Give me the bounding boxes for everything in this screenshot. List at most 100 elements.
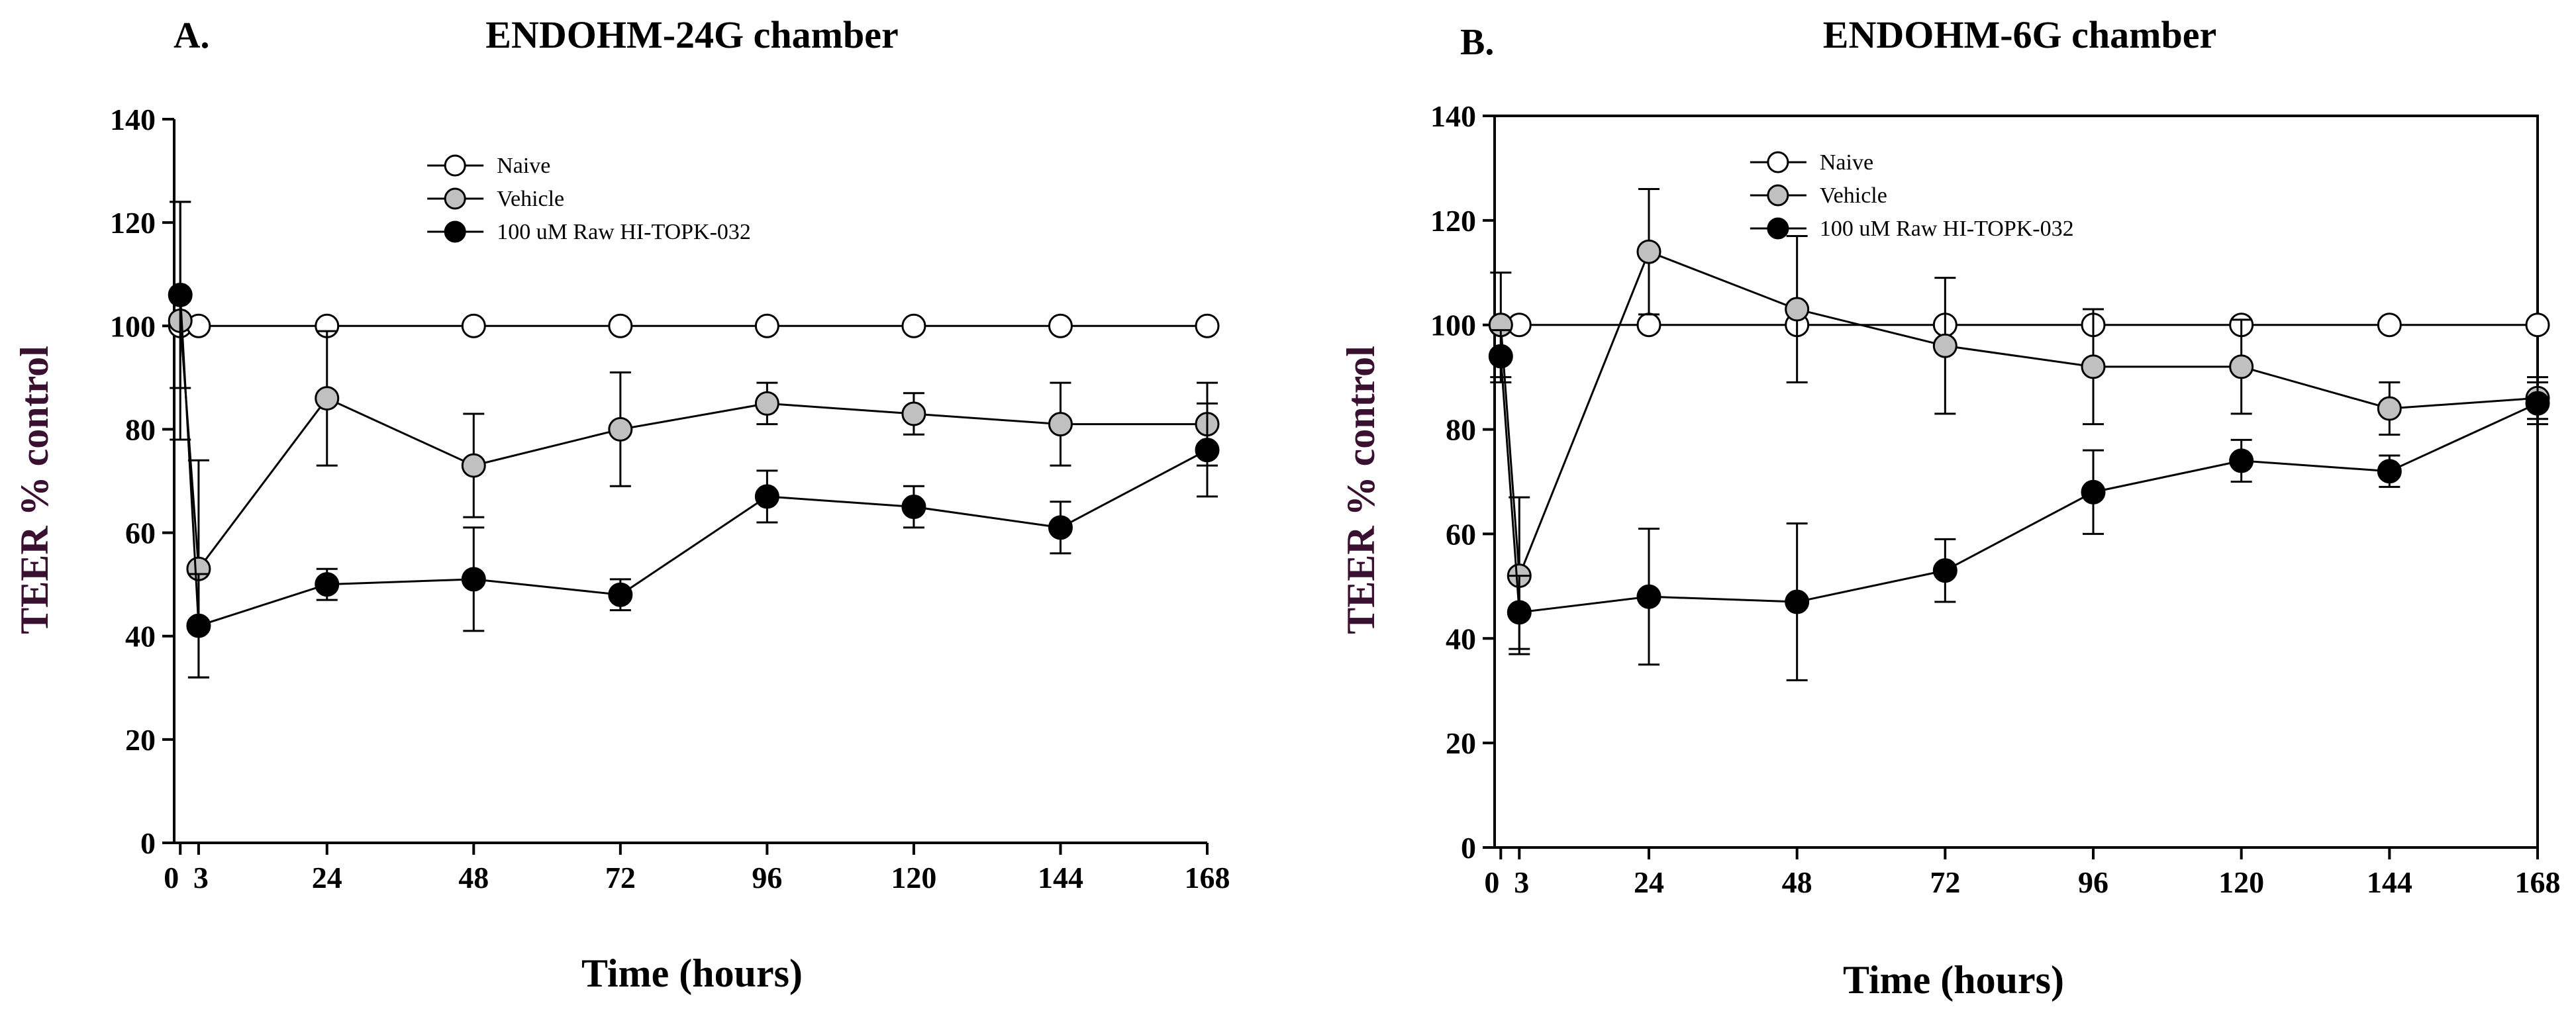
panel-b-y-tick-label: 0 <box>1461 831 1476 865</box>
panel-b-data-point <box>2377 459 2402 484</box>
panel-a-data-point <box>1195 313 1220 338</box>
panel-a-y-tick-label: 20 <box>125 723 156 757</box>
panel-a-data-point <box>608 313 633 338</box>
panel-b-series-0 <box>1488 313 2550 338</box>
panel-b-data-point <box>1636 313 1661 338</box>
panel-b-plot-frame <box>1493 115 2539 849</box>
panel-b-series-2 <box>1488 329 2550 681</box>
panel-b-legend-label: Vehicle <box>1820 183 1887 208</box>
panel-b-label: B. <box>1460 22 1494 63</box>
panel-b-x-axis-title: Time (hours) <box>1843 958 2064 1002</box>
panel-a-legend-marker <box>444 154 466 177</box>
panel-b-x-tick-label: 168 <box>2515 865 2561 899</box>
panel-b-series-line <box>1499 356 2538 614</box>
panel-a-data-point <box>461 313 486 338</box>
panel-a-y-tick-label: 100 <box>110 309 156 343</box>
panel-a-data-point <box>315 572 340 597</box>
panel-a-x-tick-label: 24 <box>312 861 342 894</box>
panel-b-y-tick-label: 60 <box>1446 517 1476 551</box>
panel-b-data-point <box>1785 297 1810 322</box>
panel-a-y-tick-label: 120 <box>110 206 156 240</box>
panel-b-legend-marker <box>1767 184 1789 207</box>
panel-b-data-point <box>2081 354 2106 379</box>
panel-a-data-point <box>461 567 486 592</box>
panel-a-data-point <box>315 386 340 411</box>
panel-b-x-tick-label: 3 <box>1514 865 1529 899</box>
panel-b-data-point <box>2081 479 2106 505</box>
panel-b-data-point <box>1636 584 1661 609</box>
panel-a-data-point <box>901 401 926 426</box>
panel-a-data-point <box>1048 313 1073 338</box>
panel-b-x-tick-label: 144 <box>2367 865 2412 899</box>
panel-a-x-tick-label: 168 <box>1185 861 1230 894</box>
panel-a-data-point <box>754 313 779 338</box>
panel-a-x-tick-label: 72 <box>605 861 636 894</box>
panel-a: A. ENDOHM-24G chamber Time (hours) TEER … <box>13 13 1230 995</box>
panel-a-y-tick-label: 0 <box>140 826 156 860</box>
panel-b: B. ENDOHM-6G chamber Time (hours) TEER %… <box>1339 13 2561 1002</box>
panel-b-data-point <box>1932 558 1957 583</box>
panel-b-data-point <box>2229 448 2254 473</box>
panel-a-data-point <box>186 613 211 638</box>
panel-a-y-axis-title: TEER % control <box>13 346 56 634</box>
panel-b-x-tick-label: 48 <box>1782 865 1812 899</box>
panel-b-title: ENDOHM-6G chamber <box>1823 13 2216 56</box>
panel-a-legend-label: 100 uM Raw HI-TOPK-032 <box>497 220 751 244</box>
panel-b-legend-marker <box>1767 151 1789 173</box>
panel-a-data-point <box>608 582 633 607</box>
panel-b-data-point <box>1507 600 1532 625</box>
panel-a-x-tick-label: 3 <box>193 861 209 894</box>
panel-a-x-tick-label: 96 <box>752 861 782 894</box>
panel-a-legend-marker <box>444 220 466 243</box>
panel-a-data-point <box>1195 438 1220 463</box>
panel-b-data-point <box>2525 313 2550 338</box>
panel-a-legend-label: Naive <box>497 154 550 178</box>
panel-b-data-point <box>1932 333 1957 358</box>
panel-b-data-point <box>2525 391 2550 416</box>
panel-b-y-axis-title: TEER % control <box>1339 346 1383 634</box>
panel-a-data-point <box>754 391 779 416</box>
panel-b-series-1 <box>1488 188 2550 655</box>
panel-a-legend-marker <box>444 187 466 210</box>
panel-b-legend-marker <box>1767 217 1789 240</box>
panel-b-x-tick-label: 0 <box>1484 865 1499 899</box>
panel-a-y-tick-label: 80 <box>125 412 156 446</box>
panel-a-y-tick-label: 40 <box>125 620 156 653</box>
panel-a-data-point <box>1048 515 1073 540</box>
panel-b-y-tick-label: 120 <box>1430 204 1476 238</box>
panel-a-x-tick-label: 0 <box>164 861 179 894</box>
panel-b-x-tick-label: 24 <box>1634 865 1664 899</box>
panel-a-data-point <box>901 495 926 520</box>
panel-a-legend-label: Vehicle <box>497 187 564 211</box>
panel-b-y-tick-label: 80 <box>1446 413 1476 447</box>
panel-a-data-point <box>168 282 193 307</box>
panel-a-series-1 <box>168 201 1220 679</box>
panel-b-y-tick-label: 20 <box>1446 726 1476 760</box>
panel-a-x-axis-title: Time (hours) <box>581 951 803 995</box>
panel-a-label: A. <box>173 15 209 56</box>
panel-a-x-tick-label: 48 <box>458 861 489 894</box>
panel-b-legend-label: 100 uM Raw HI-TOPK-032 <box>1820 217 2074 241</box>
panel-b-data-point <box>2229 354 2254 379</box>
panel-a-y-tick-label: 60 <box>125 516 156 550</box>
panel-a-data-point <box>461 453 486 478</box>
panel-b-y-tick-label: 40 <box>1446 622 1476 655</box>
panel-a-y-tick-label: 140 <box>110 103 156 136</box>
panel-b-x-tick-label: 120 <box>2218 865 2264 899</box>
panel-b-x-tick-label: 96 <box>2078 865 2108 899</box>
panel-a-x-tick-label: 144 <box>1038 861 1083 894</box>
panel-b-legend-label: Naive <box>1820 150 1873 175</box>
panel-b-y-tick-label: 100 <box>1430 309 1476 342</box>
panel-a-title: ENDOHM-24G chamber <box>485 13 898 56</box>
panel-a-series-2 <box>168 201 1220 679</box>
panel-a-data-point <box>754 484 779 509</box>
panel-b-y-tick-label: 140 <box>1430 99 1476 133</box>
panel-b-data-point <box>1488 344 1513 369</box>
panel-a-x-tick-label: 120 <box>891 861 936 894</box>
panel-a-data-point <box>901 313 926 338</box>
panel-b-data-point <box>1785 589 1810 614</box>
panel-a-data-point <box>1048 412 1073 437</box>
